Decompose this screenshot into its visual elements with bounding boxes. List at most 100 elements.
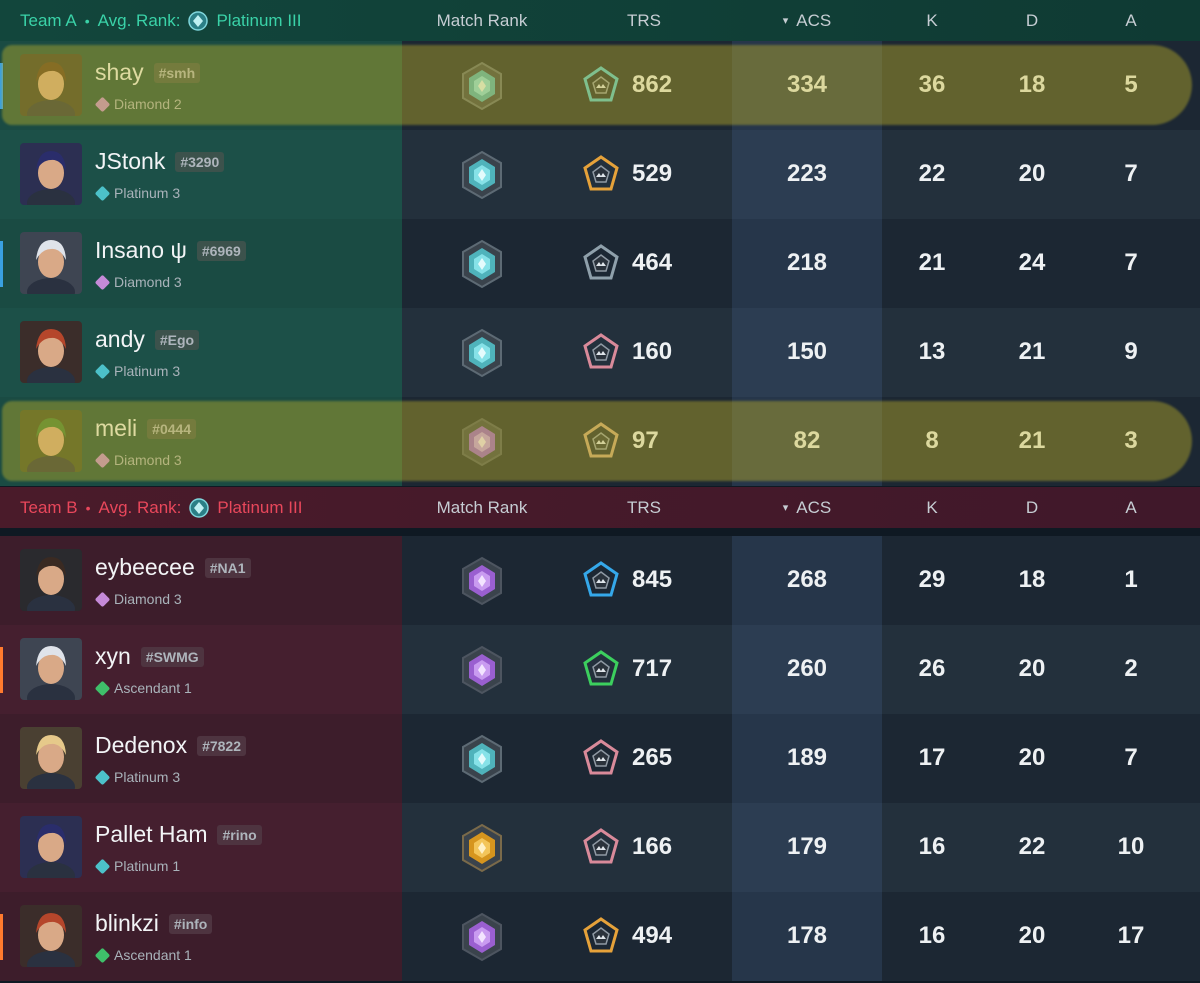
player-row[interactable]: Dedenox #7822 Platinum 3 265 189 17 20 7 bbox=[0, 714, 1200, 803]
player-name-block[interactable]: xyn #SWMG bbox=[95, 643, 204, 670]
assists-value: 7 bbox=[1124, 249, 1138, 276]
acs-value: 334 bbox=[786, 71, 828, 98]
rank-gem-icon bbox=[94, 363, 111, 379]
player-rank-label: Diamond 3 bbox=[114, 591, 182, 607]
rank-gem-icon bbox=[94, 947, 111, 963]
trs-tier-icon bbox=[582, 650, 620, 688]
player-row[interactable]: eybeecee #NA1 Diamond 3 845 268 29 18 1 bbox=[0, 536, 1200, 625]
column-header-deaths[interactable]: D bbox=[1025, 10, 1039, 30]
deaths-value: 20 bbox=[1018, 744, 1046, 771]
party-marker bbox=[0, 63, 3, 109]
player-tag: #7822 bbox=[197, 735, 247, 756]
acs-column-highlight bbox=[732, 130, 882, 219]
acs-column-highlight bbox=[732, 219, 882, 308]
column-header-acs[interactable]: ▾ ACS bbox=[732, 11, 882, 31]
player-row[interactable]: blinkzi #info Ascendant 1 494 178 16 20 17 bbox=[0, 892, 1200, 981]
highlight-marker bbox=[2, 401, 1192, 481]
acs-column-highlight bbox=[732, 892, 882, 981]
player-name[interactable]: xyn bbox=[95, 643, 131, 669]
team-a-summary: Team A • Avg. Rank: Platinum III bbox=[20, 11, 302, 31]
assists-value: 1 bbox=[1124, 566, 1138, 593]
kills-value: 26 bbox=[918, 655, 946, 682]
column-header-kills[interactable]: K bbox=[926, 10, 938, 30]
player-row[interactable]: JStonk #3290 Platinum 3 529 223 22 20 7 bbox=[0, 130, 1200, 219]
player-row[interactable]: Insano ψ #6969 Diamond 3 464 218 21 24 7 bbox=[0, 219, 1200, 308]
player-tag: #Ego bbox=[154, 329, 200, 350]
player-current-rank: Diamond 3 bbox=[94, 591, 182, 607]
column-header-acs-label: ACS bbox=[796, 10, 832, 30]
kills-value: 36 bbox=[918, 71, 946, 98]
player-name-block[interactable]: Pallet Ham #rino bbox=[95, 821, 262, 848]
trs-tier-icon bbox=[582, 422, 620, 460]
player-name[interactable]: JStonk bbox=[95, 148, 166, 174]
column-header-acs-label: ACS bbox=[796, 497, 832, 517]
separator-dot: • bbox=[85, 499, 91, 516]
party-marker bbox=[0, 647, 3, 693]
kills-value: 16 bbox=[918, 833, 946, 860]
player-rank-label: Platinum 3 bbox=[114, 363, 181, 379]
column-header-trs[interactable]: TRS bbox=[627, 497, 661, 517]
diamond-badge-icon bbox=[457, 417, 507, 467]
deaths-value: 18 bbox=[1018, 566, 1046, 593]
deaths-value: 20 bbox=[1018, 655, 1046, 682]
sort-desc-icon: ▾ bbox=[782, 14, 789, 27]
player-current-rank: Ascendant 1 bbox=[94, 680, 192, 696]
player-current-rank: Ascendant 1 bbox=[94, 947, 192, 963]
column-header-kills[interactable]: K bbox=[926, 497, 938, 517]
player-name[interactable]: meli bbox=[95, 415, 138, 441]
party-marker bbox=[0, 914, 3, 960]
player-name[interactable]: blinkzi bbox=[95, 910, 159, 936]
player-name[interactable]: Dedenox bbox=[95, 732, 188, 758]
agent-avatar bbox=[20, 410, 82, 472]
rank-gem-icon bbox=[94, 769, 111, 785]
player-name-block[interactable]: meli #0444 bbox=[95, 415, 197, 442]
player-name-block[interactable]: shay #smh bbox=[95, 59, 201, 86]
agent-avatar bbox=[20, 143, 82, 205]
agent-avatar bbox=[20, 54, 82, 116]
assists-value: 2 bbox=[1124, 655, 1138, 682]
acs-value: 218 bbox=[786, 249, 828, 276]
player-name[interactable]: andy bbox=[95, 326, 145, 352]
player-row[interactable]: xyn #SWMG Ascendant 1 717 260 26 20 2 bbox=[0, 625, 1200, 714]
player-name[interactable]: Pallet Ham bbox=[95, 821, 208, 847]
trs-tier-icon bbox=[582, 917, 620, 955]
player-name-block[interactable]: andy #Ego bbox=[95, 326, 200, 353]
player-name-block[interactable]: JStonk #3290 bbox=[95, 148, 225, 175]
player-name[interactable]: shay bbox=[95, 59, 144, 85]
column-header-assists[interactable]: A bbox=[1125, 10, 1137, 30]
assists-value: 9 bbox=[1124, 338, 1138, 365]
player-name-block[interactable]: Dedenox #7822 bbox=[95, 732, 247, 759]
team-b-avg-rank-label: Avg. Rank: bbox=[98, 497, 182, 517]
player-name-block[interactable]: Insano ψ #6969 bbox=[95, 237, 246, 264]
agent-avatar bbox=[20, 816, 82, 878]
column-header-match-rank[interactable]: Match Rank bbox=[436, 10, 528, 30]
agent-avatar bbox=[20, 321, 82, 383]
assists-value: 3 bbox=[1124, 427, 1138, 454]
acs-column-highlight bbox=[732, 308, 882, 397]
diamond-badge-icon bbox=[457, 645, 507, 695]
gold-badge-icon bbox=[457, 823, 507, 873]
kills-value: 17 bbox=[918, 744, 946, 771]
player-rank-label: Platinum 3 bbox=[114, 185, 181, 201]
player-row[interactable]: andy #Ego Platinum 3 160 150 13 21 9 bbox=[0, 308, 1200, 397]
player-name[interactable]: Insano ψ bbox=[95, 237, 187, 263]
acs-value: 260 bbox=[786, 655, 828, 682]
player-rank-label: Diamond 3 bbox=[114, 452, 182, 468]
player-name-block[interactable]: blinkzi #info bbox=[95, 910, 213, 937]
player-row[interactable]: meli #0444 Diamond 3 97 82 8 21 3 bbox=[0, 397, 1200, 486]
acs-value: 82 bbox=[793, 427, 821, 454]
trs-tier-icon bbox=[582, 561, 620, 599]
platinum-badge-icon bbox=[457, 328, 507, 378]
column-header-assists[interactable]: A bbox=[1125, 497, 1137, 517]
player-name-block[interactable]: eybeecee #NA1 bbox=[95, 554, 251, 581]
agent-avatar bbox=[20, 638, 82, 700]
acs-value: 223 bbox=[786, 160, 828, 187]
player-row[interactable]: Pallet Ham #rino Platinum 1 166 179 16 22 10 bbox=[0, 803, 1200, 892]
player-row[interactable]: shay #smh Diamond 2 862 334 36 18 5 bbox=[0, 41, 1200, 130]
column-header-deaths[interactable]: D bbox=[1025, 497, 1039, 517]
column-header-match-rank[interactable]: Match Rank bbox=[436, 497, 528, 517]
player-name[interactable]: eybeecee bbox=[95, 554, 195, 580]
column-header-trs[interactable]: TRS bbox=[627, 10, 661, 30]
player-tag: #rino bbox=[217, 824, 262, 845]
column-header-acs[interactable]: ▾ ACS bbox=[732, 498, 882, 518]
